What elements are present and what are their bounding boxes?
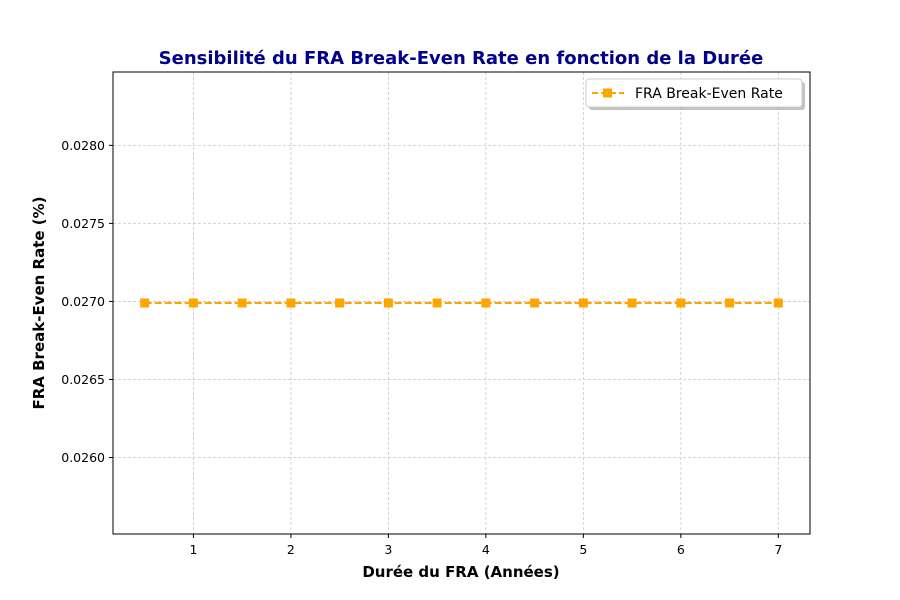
axis-ticks: 1 2 3 4 5 6 7 0.0260 0.0265 0.0270 0.0275 0.0280 — [61, 138, 782, 557]
data-point-marker — [627, 298, 637, 308]
data-point-marker — [676, 298, 686, 308]
data-point-marker — [237, 298, 247, 308]
y-axis-label: FRA Break-Even Rate (%) — [30, 196, 48, 409]
data-point-marker — [725, 298, 735, 308]
data-point-marker — [773, 298, 783, 308]
data-point-marker — [286, 298, 296, 308]
y-tick-label: 0.0280 — [61, 138, 105, 153]
plot-frame — [112, 71, 811, 535]
x-tick-label: 3 — [384, 542, 392, 557]
legend: FRA Break-Even Rate — [585, 78, 805, 110]
legend-label: FRA Break-Even Rate — [635, 86, 783, 102]
data-point-marker — [432, 298, 442, 308]
y-tick-label: 0.0265 — [61, 372, 105, 387]
data-point-marker — [188, 298, 198, 308]
data-point-marker — [530, 298, 540, 308]
x-tick-label: 1 — [189, 542, 197, 557]
x-tick-label: 2 — [287, 542, 295, 557]
data-point-marker — [578, 298, 588, 308]
data-point-marker — [140, 298, 150, 308]
chart-title: Sensibilité du FRA Break-Even Rate en fo… — [159, 48, 764, 69]
x-tick-label: 4 — [482, 542, 490, 557]
x-tick-label: 5 — [579, 542, 587, 557]
data-point-marker — [481, 298, 491, 308]
x-tick-label: 7 — [774, 542, 782, 557]
data-point-marker — [335, 298, 345, 308]
y-tick-label: 0.0275 — [61, 216, 105, 231]
x-tick-label: 6 — [677, 542, 685, 557]
legend-marker-swatch — [603, 88, 612, 98]
series-layer — [140, 298, 783, 308]
x-axis-label: Durée du FRA (Années) — [362, 563, 559, 581]
y-tick-label: 0.0260 — [61, 450, 105, 465]
data-point-marker — [383, 298, 393, 308]
y-tick-label: 0.0270 — [61, 294, 105, 309]
legend-box — [585, 78, 803, 108]
